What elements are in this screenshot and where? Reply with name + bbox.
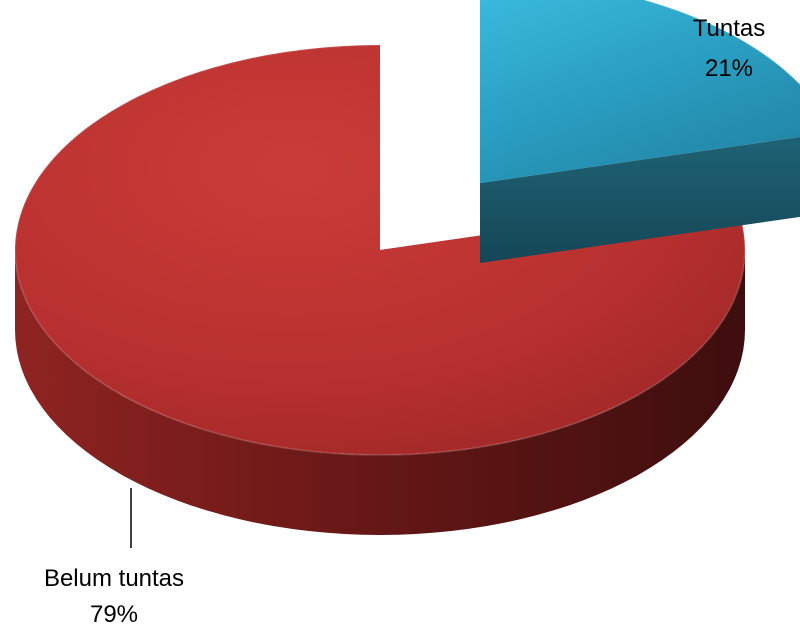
pie-rim-belum-tuntas <box>13 44 746 456</box>
pie-slices <box>13 0 800 535</box>
pie-slice-tuntas <box>480 0 800 183</box>
slice-label-name-belum-tuntas: Belum tuntas <box>44 565 184 592</box>
pie-rim-tuntas <box>640 0 800 86</box>
slice-label-value-tuntas: 21% <box>705 55 753 82</box>
slice-label-value-belum-tuntas: 79% <box>90 601 138 628</box>
pie-slice-belum-tuntas <box>14 45 745 455</box>
pie-side-belum-tuntas <box>15 250 745 535</box>
pie-cut-face-tuntas <box>480 136 800 263</box>
slice-label-name-tuntas: Tuntas <box>693 15 765 42</box>
